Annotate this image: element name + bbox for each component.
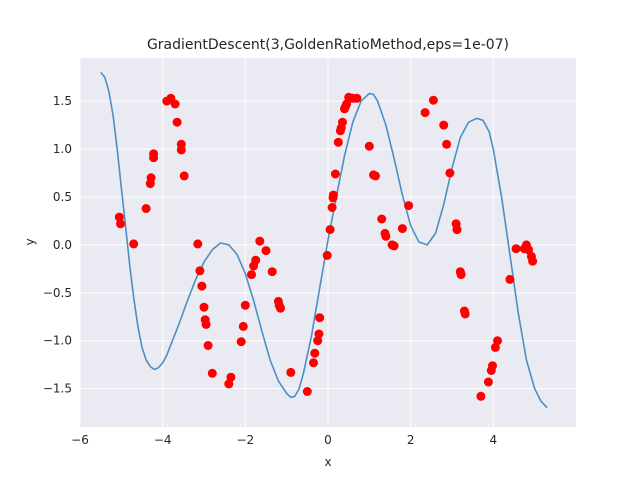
data-point [476, 391, 486, 401]
data-point [193, 239, 203, 249]
data-point [381, 231, 391, 241]
data-point [238, 321, 248, 331]
data-point [207, 368, 217, 378]
data-point [309, 358, 318, 368]
data-point [445, 168, 455, 178]
data-point [442, 139, 452, 149]
data-point [483, 377, 493, 387]
data-point [315, 313, 325, 323]
x-tick-label: 4 [490, 433, 498, 447]
data-point [129, 239, 139, 249]
data-point [330, 169, 340, 179]
data-point [389, 241, 399, 251]
data-point [460, 309, 470, 319]
data-point [377, 214, 387, 224]
data-point [325, 225, 335, 235]
data-point [456, 270, 466, 280]
y-tick-label: 0.0 [53, 238, 72, 252]
data-point [286, 367, 296, 377]
data-point [201, 319, 211, 329]
data-point [397, 224, 407, 234]
y-tick-label: 1.5 [53, 94, 72, 108]
data-point [199, 302, 209, 312]
x-tick-label: −2 [236, 433, 254, 447]
data-point [267, 267, 277, 277]
data-point [302, 387, 312, 396]
data-point [276, 303, 285, 313]
chart-title: GradientDescent(3,GoldenRatioMethod,eps=… [147, 37, 509, 53]
data-point [333, 137, 343, 147]
y-tick-label: −1.5 [43, 382, 72, 396]
data-point [505, 274, 515, 284]
data-point [322, 250, 332, 260]
data-point [404, 201, 414, 211]
x-tick-label: −6 [71, 433, 89, 447]
data-point [114, 212, 124, 222]
data-point [452, 225, 462, 235]
data-point [226, 372, 236, 382]
data-point [195, 266, 205, 276]
series-line [100, 71, 548, 409]
y-tick-label: 1.0 [53, 142, 72, 156]
data-point [236, 337, 246, 347]
data-point [364, 141, 374, 151]
data-point [179, 171, 189, 181]
data-point [149, 149, 159, 159]
x-tick-label: 2 [407, 433, 415, 447]
data-point [352, 93, 362, 103]
x-axis-label: x [324, 455, 331, 469]
data-point [528, 256, 538, 266]
data-point [338, 117, 347, 127]
x-tick-label: 0 [324, 433, 332, 447]
data-point [371, 171, 380, 181]
data-point [327, 203, 337, 212]
data-point [146, 173, 156, 183]
data-point [170, 99, 180, 109]
data-point [488, 361, 497, 371]
y-tick-label: −1.0 [43, 334, 72, 348]
data-point [261, 246, 271, 256]
data-point [493, 336, 502, 346]
data-point [172, 117, 182, 127]
data-point [141, 204, 151, 213]
data-point [328, 190, 338, 200]
data-point [511, 244, 521, 254]
data-point [240, 300, 250, 310]
data-point [439, 120, 449, 130]
grid [79, 58, 576, 427]
data-point [313, 336, 323, 346]
x-tick-labels: −6 −4 −2 0 2 4 [71, 433, 497, 447]
x-tick-label: −4 [154, 433, 172, 447]
data-point [247, 270, 256, 280]
data-point [116, 219, 125, 229]
data-point [420, 108, 430, 118]
line-series [100, 71, 548, 409]
data-point [255, 236, 265, 246]
data-point [428, 95, 438, 105]
data-point [251, 255, 261, 265]
y-tick-label: 0.5 [53, 190, 72, 204]
data-point [310, 348, 320, 358]
data-point [314, 329, 324, 339]
scatter-series [114, 92, 538, 401]
data-point [203, 341, 213, 350]
y-tick-labels: −1.5 −1.0 −0.5 0.0 0.5 1.0 1.5 [43, 94, 72, 396]
y-tick-label: −0.5 [43, 286, 72, 300]
data-point [197, 281, 207, 291]
data-point [176, 145, 186, 155]
y-axis-label: y [23, 238, 37, 245]
